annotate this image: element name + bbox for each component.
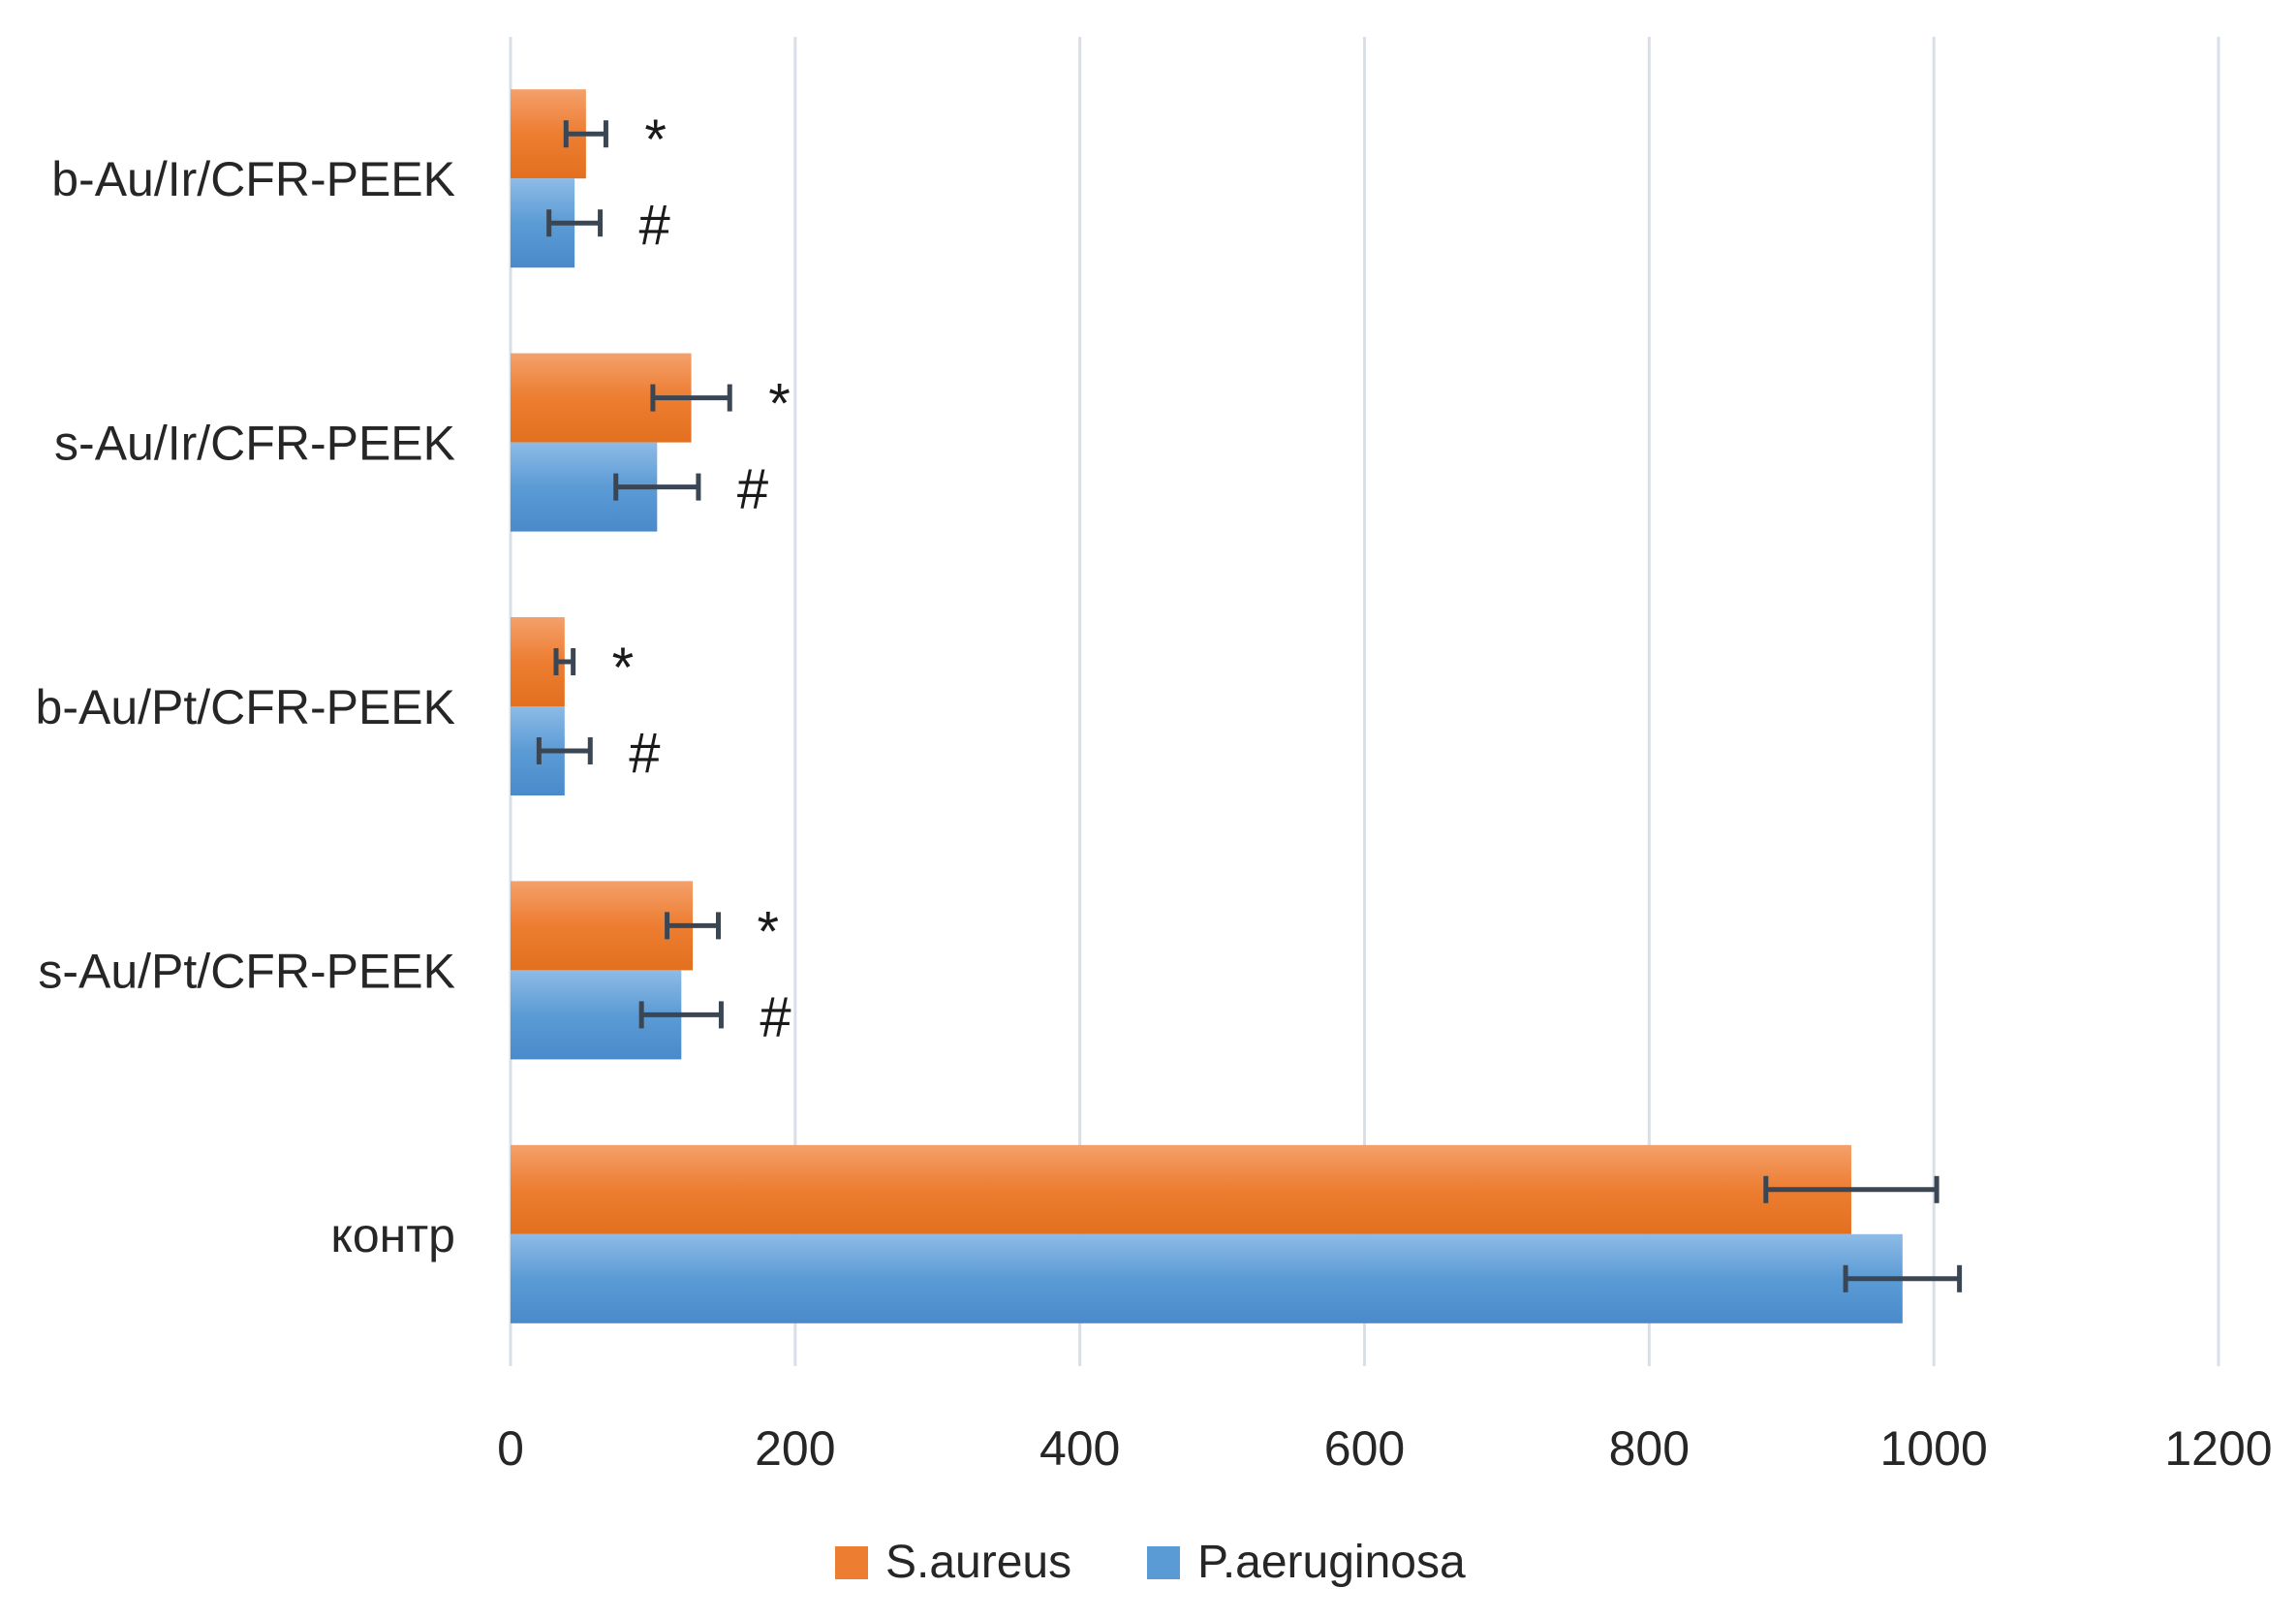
significance-hash: # <box>760 985 791 1048</box>
x-tick-label: 800 <box>1609 1421 1690 1476</box>
significance-marks: *#*#*#*# <box>612 109 791 1048</box>
category-label: b-Au/Pt/CFR-PEEK <box>36 680 455 734</box>
error-bar <box>650 384 732 412</box>
error-bar <box>1843 1264 1963 1292</box>
legend-label: S.aureus <box>885 1537 1071 1588</box>
error-bar <box>536 737 593 764</box>
significance-hash: # <box>737 458 768 521</box>
error-bar <box>546 209 604 237</box>
error-bar <box>1763 1175 1939 1203</box>
category-label: b-Au/Ir/CFR-PEEK <box>51 152 455 206</box>
error-bar <box>613 473 701 501</box>
x-tick-label: 200 <box>755 1421 835 1476</box>
legend: S.aureus P.aeruginosa <box>835 1537 1466 1588</box>
legend-swatch-saureus <box>835 1546 868 1579</box>
bars <box>511 89 1903 1323</box>
error-bar <box>563 120 608 148</box>
significance-asterisk: * <box>757 900 779 963</box>
gridlines <box>509 37 2220 1366</box>
x-tick-label: 600 <box>1324 1421 1405 1476</box>
category-label: контр <box>330 1208 455 1262</box>
error-bars <box>536 120 1963 1292</box>
x-tick-label: 400 <box>1039 1421 1120 1476</box>
error-bar <box>665 912 721 940</box>
x-tick-label: 1200 <box>2164 1421 2272 1476</box>
error-bar <box>638 1001 724 1029</box>
bar-saureus-4 <box>511 1144 1851 1234</box>
bar-saureus-3 <box>511 881 694 971</box>
category-label: s-Au/Ir/CFR-PEEK <box>54 417 455 471</box>
category-labels: b-Au/Ir/CFR-PEEK s-Au/Ir/CFR-PEEK b-Au/Pt/… <box>36 152 455 1262</box>
significance-asterisk: * <box>644 109 667 171</box>
category-label: s-Au/Pt/CFR-PEEK <box>38 944 455 998</box>
x-tick-label: 1000 <box>1880 1421 1988 1476</box>
significance-asterisk: * <box>768 373 791 436</box>
legend-swatch-paeruginosa <box>1147 1546 1180 1579</box>
significance-asterisk: * <box>612 637 635 700</box>
significance-hash: # <box>629 722 660 785</box>
x-axis-tick-labels: 0 200 400 600 800 1000 1200 <box>497 1421 2273 1476</box>
bar-paeruginosa-4 <box>511 1233 1903 1323</box>
x-tick-label: 0 <box>497 1421 524 1476</box>
error-bar <box>553 648 576 675</box>
significance-hash: # <box>639 194 670 257</box>
legend-label: P.aeruginosa <box>1197 1537 1466 1588</box>
